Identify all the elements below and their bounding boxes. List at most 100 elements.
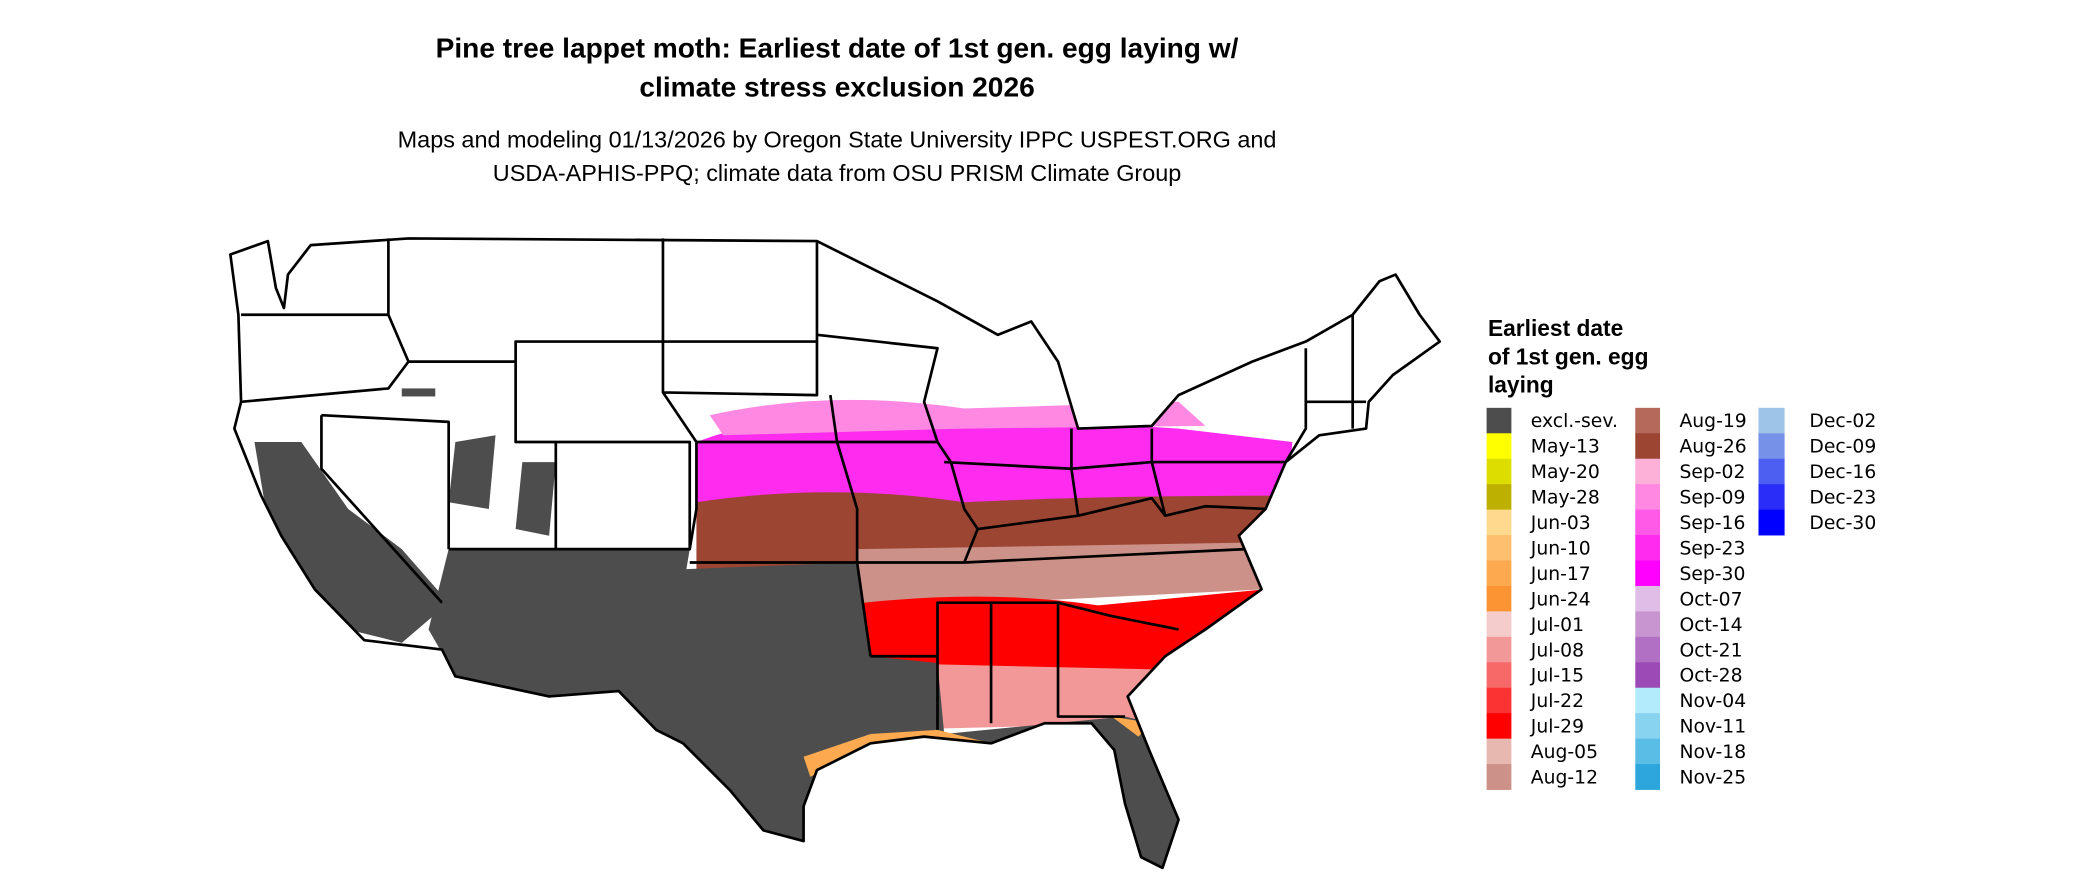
- legend-item: Oct-21: [1635, 636, 1743, 663]
- legend-swatch: [1635, 484, 1661, 511]
- legend-swatch: [1486, 713, 1512, 740]
- legend-title-line2: of 1st gen. egg: [1488, 343, 1649, 369]
- legend-swatch: [1486, 458, 1512, 485]
- legend-label: Jun-10: [1530, 538, 1591, 559]
- legend-item: Sep-23: [1635, 535, 1745, 561]
- legend-swatch: [1758, 407, 1785, 434]
- legend-item: excl.-sev.: [1486, 407, 1618, 434]
- legend-label: Dec-16: [1809, 462, 1876, 483]
- legend-swatch: [1635, 636, 1661, 663]
- legend-item: Jul-01: [1486, 611, 1584, 638]
- legend-item: Jun-03: [1486, 509, 1591, 536]
- legend-swatch: [1486, 560, 1512, 587]
- legend-title-line1: Earliest date: [1488, 315, 1623, 341]
- legend-item: Dec-30: [1758, 509, 1876, 536]
- legend-swatch: [1486, 585, 1512, 612]
- legend-label: Jul-29: [1530, 717, 1584, 738]
- legend-label: Jun-17: [1530, 564, 1591, 585]
- legend-item: Dec-02: [1758, 407, 1876, 434]
- legend-item: Oct-07: [1635, 585, 1743, 612]
- legend-label: excl.-sev.: [1531, 411, 1618, 432]
- legend-swatch: [1758, 433, 1785, 460]
- legend-item: Sep-30: [1635, 560, 1745, 587]
- legend-swatch: [1635, 509, 1661, 536]
- legend-item: May-28: [1486, 484, 1600, 511]
- legend-label: Jul-15: [1530, 666, 1584, 687]
- legend-swatch: [1486, 738, 1512, 765]
- legend-label: Aug-26: [1679, 437, 1746, 458]
- legend-swatch: [1486, 636, 1512, 663]
- legend: Earliest date of 1st gen. egg laying exc…: [1486, 315, 1876, 790]
- legend-label: Oct-07: [1679, 589, 1742, 610]
- region-excluded-southwest: [428, 549, 690, 704]
- region-jul: [863, 589, 1266, 677]
- legend-title-line3: laying: [1488, 371, 1554, 397]
- map-subtitle-line1: Maps and modeling 01/13/2026 by Oregon S…: [398, 126, 1277, 152]
- legend-item: Jun-10: [1486, 535, 1591, 561]
- legend-swatch: [1486, 662, 1512, 689]
- legend-swatch: [1635, 713, 1661, 740]
- legend-item: Jul-08: [1486, 636, 1584, 663]
- legend-label: Sep-30: [1679, 564, 1745, 585]
- legend-label: Oct-28: [1679, 666, 1742, 687]
- legend-item: May-13: [1486, 433, 1600, 460]
- legend-swatch: [1635, 611, 1661, 638]
- legend-swatch: [1635, 662, 1661, 689]
- region-excluded-california: [254, 441, 449, 643]
- legend-item: Oct-14: [1635, 611, 1743, 638]
- legend-swatch: [1635, 535, 1661, 561]
- legend-swatch: [1635, 764, 1661, 790]
- legend-item: Aug-26: [1635, 433, 1747, 460]
- map-raster: [230, 238, 1440, 868]
- legend-swatch: [1635, 560, 1661, 587]
- legend-label: Nov-25: [1679, 768, 1746, 789]
- legend-label: Sep-09: [1679, 488, 1745, 509]
- legend-swatch: [1635, 738, 1661, 765]
- legend-swatch: [1486, 433, 1512, 460]
- legend-item: May-20: [1486, 458, 1600, 485]
- region-jul-light: [877, 662, 1166, 730]
- legend-swatch: [1635, 585, 1661, 612]
- legend-item: Dec-09: [1758, 433, 1876, 460]
- legend-swatch: [1486, 611, 1512, 638]
- legend-item: Sep-09: [1635, 484, 1745, 511]
- legend-item: Dec-23: [1758, 484, 1876, 511]
- map-title-line1: Pine tree lappet moth: Earliest date of …: [436, 33, 1239, 64]
- legend-label: Dec-09: [1809, 437, 1876, 458]
- legend-swatch: [1758, 509, 1785, 536]
- legend-label: Aug-19: [1679, 411, 1746, 432]
- legend-label: Dec-30: [1809, 513, 1876, 534]
- legend-item: Jul-29: [1486, 713, 1584, 740]
- legend-swatch: [1486, 687, 1512, 714]
- legend-swatch: [1758, 484, 1785, 511]
- legend-item: Aug-12: [1486, 764, 1598, 790]
- legend-item: Sep-02: [1635, 458, 1745, 485]
- legend-label: Sep-23: [1679, 538, 1745, 559]
- legend-swatch: [1486, 764, 1512, 790]
- legend-label: Sep-02: [1679, 462, 1745, 483]
- map-subtitle-line2: USDA-APHIS-PPQ; climate data from OSU PR…: [493, 160, 1182, 186]
- legend-swatch: [1486, 484, 1512, 511]
- legend-item: Jul-15: [1486, 662, 1584, 689]
- legend-label: Dec-02: [1809, 411, 1876, 432]
- legend-item: Aug-05: [1486, 738, 1598, 765]
- legend-label: Nov-18: [1679, 742, 1746, 763]
- legend-swatch: [1486, 535, 1512, 561]
- region-excluded-utah: [515, 462, 556, 536]
- legend-swatch: [1486, 509, 1512, 536]
- legend-item: Aug-19: [1635, 407, 1747, 434]
- legend-label: Oct-14: [1679, 615, 1742, 636]
- legend-label: Jun-03: [1530, 513, 1591, 534]
- state-borders: [229, 237, 1442, 870]
- legend-label: May-28: [1531, 488, 1600, 509]
- legend-item: Nov-25: [1635, 764, 1746, 790]
- legend-label: Nov-11: [1679, 717, 1746, 738]
- legend-swatch: [1635, 458, 1661, 485]
- legend-label: May-20: [1531, 462, 1600, 483]
- legend-item: Nov-11: [1635, 713, 1746, 740]
- legend-label: Jul-01: [1530, 615, 1584, 636]
- legend-swatch: [1635, 433, 1661, 460]
- legend-item: Oct-28: [1635, 662, 1743, 689]
- legend-item: Jun-24: [1486, 585, 1591, 612]
